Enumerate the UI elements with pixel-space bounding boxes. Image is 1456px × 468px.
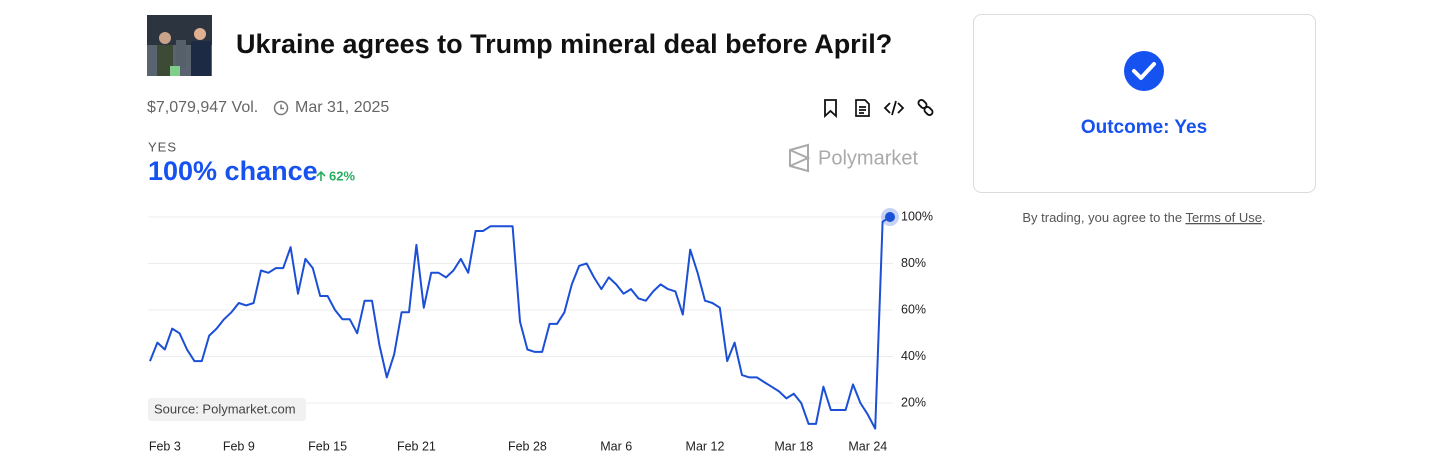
clock-icon — [273, 100, 289, 116]
up-arrow — [316, 170, 326, 181]
x-tick-label: Feb 15 — [308, 439, 347, 453]
end-point — [885, 212, 895, 222]
y-tick-label: 60% — [901, 302, 926, 316]
price-line — [149, 216, 891, 430]
terms-link[interactable]: Terms of Use — [1185, 210, 1262, 225]
x-tick-label: Feb 21 — [397, 439, 436, 453]
x-tick-label: Feb 28 — [508, 439, 547, 453]
y-tick-label: 20% — [901, 395, 926, 409]
brand: Polymarket — [818, 147, 918, 169]
y-tick-label: 100% — [901, 209, 933, 223]
outcome-text: Outcome: Yes — [1081, 117, 1207, 138]
brand-logo — [789, 143, 811, 173]
check-mark — [1132, 62, 1156, 80]
chart: 20% 40% 60% 80% 100% Feb 3 Feb 9 Feb 15 Feb 21 Fe… — [148, 208, 933, 453]
chance: 100% chance — [148, 156, 318, 186]
market-thumbnail — [147, 15, 212, 76]
bookmark-button[interactable] — [824, 99, 837, 119]
end-date: Mar 31, 2025 — [295, 99, 389, 116]
volume: $7,079,947 Vol. — [147, 99, 258, 116]
document-button[interactable] — [855, 99, 870, 117]
terms-note: By trading, you agree to the Terms of Us… — [1022, 210, 1265, 225]
terms-suffix: . — [1262, 210, 1266, 225]
x-tick-label: Mar 12 — [686, 439, 725, 453]
x-tick-label: Feb 9 — [223, 439, 255, 453]
source: Source: Polymarket.com — [154, 401, 296, 416]
x-tick-label: Mar 24 — [848, 439, 887, 453]
link-button[interactable] — [917, 99, 934, 117]
market-title: Ukraine agrees to Trump mineral deal bef… — [236, 29, 892, 59]
outcome-card — [973, 14, 1316, 193]
embed-button[interactable] — [883, 100, 905, 116]
source-box — [148, 398, 306, 421]
y-tick-label: 80% — [901, 256, 926, 270]
y-tick-label: 40% — [901, 349, 926, 363]
x-tick-label: Mar 18 — [774, 439, 813, 453]
x-tick-label: Mar 6 — [600, 439, 632, 453]
outcome-label: YES — [148, 139, 177, 154]
terms-prefix: By trading, you agree to the — [1022, 210, 1185, 225]
chance-change: 62% — [329, 168, 355, 183]
check-icon — [1124, 51, 1164, 91]
x-tick-label: Feb 3 — [149, 439, 181, 453]
